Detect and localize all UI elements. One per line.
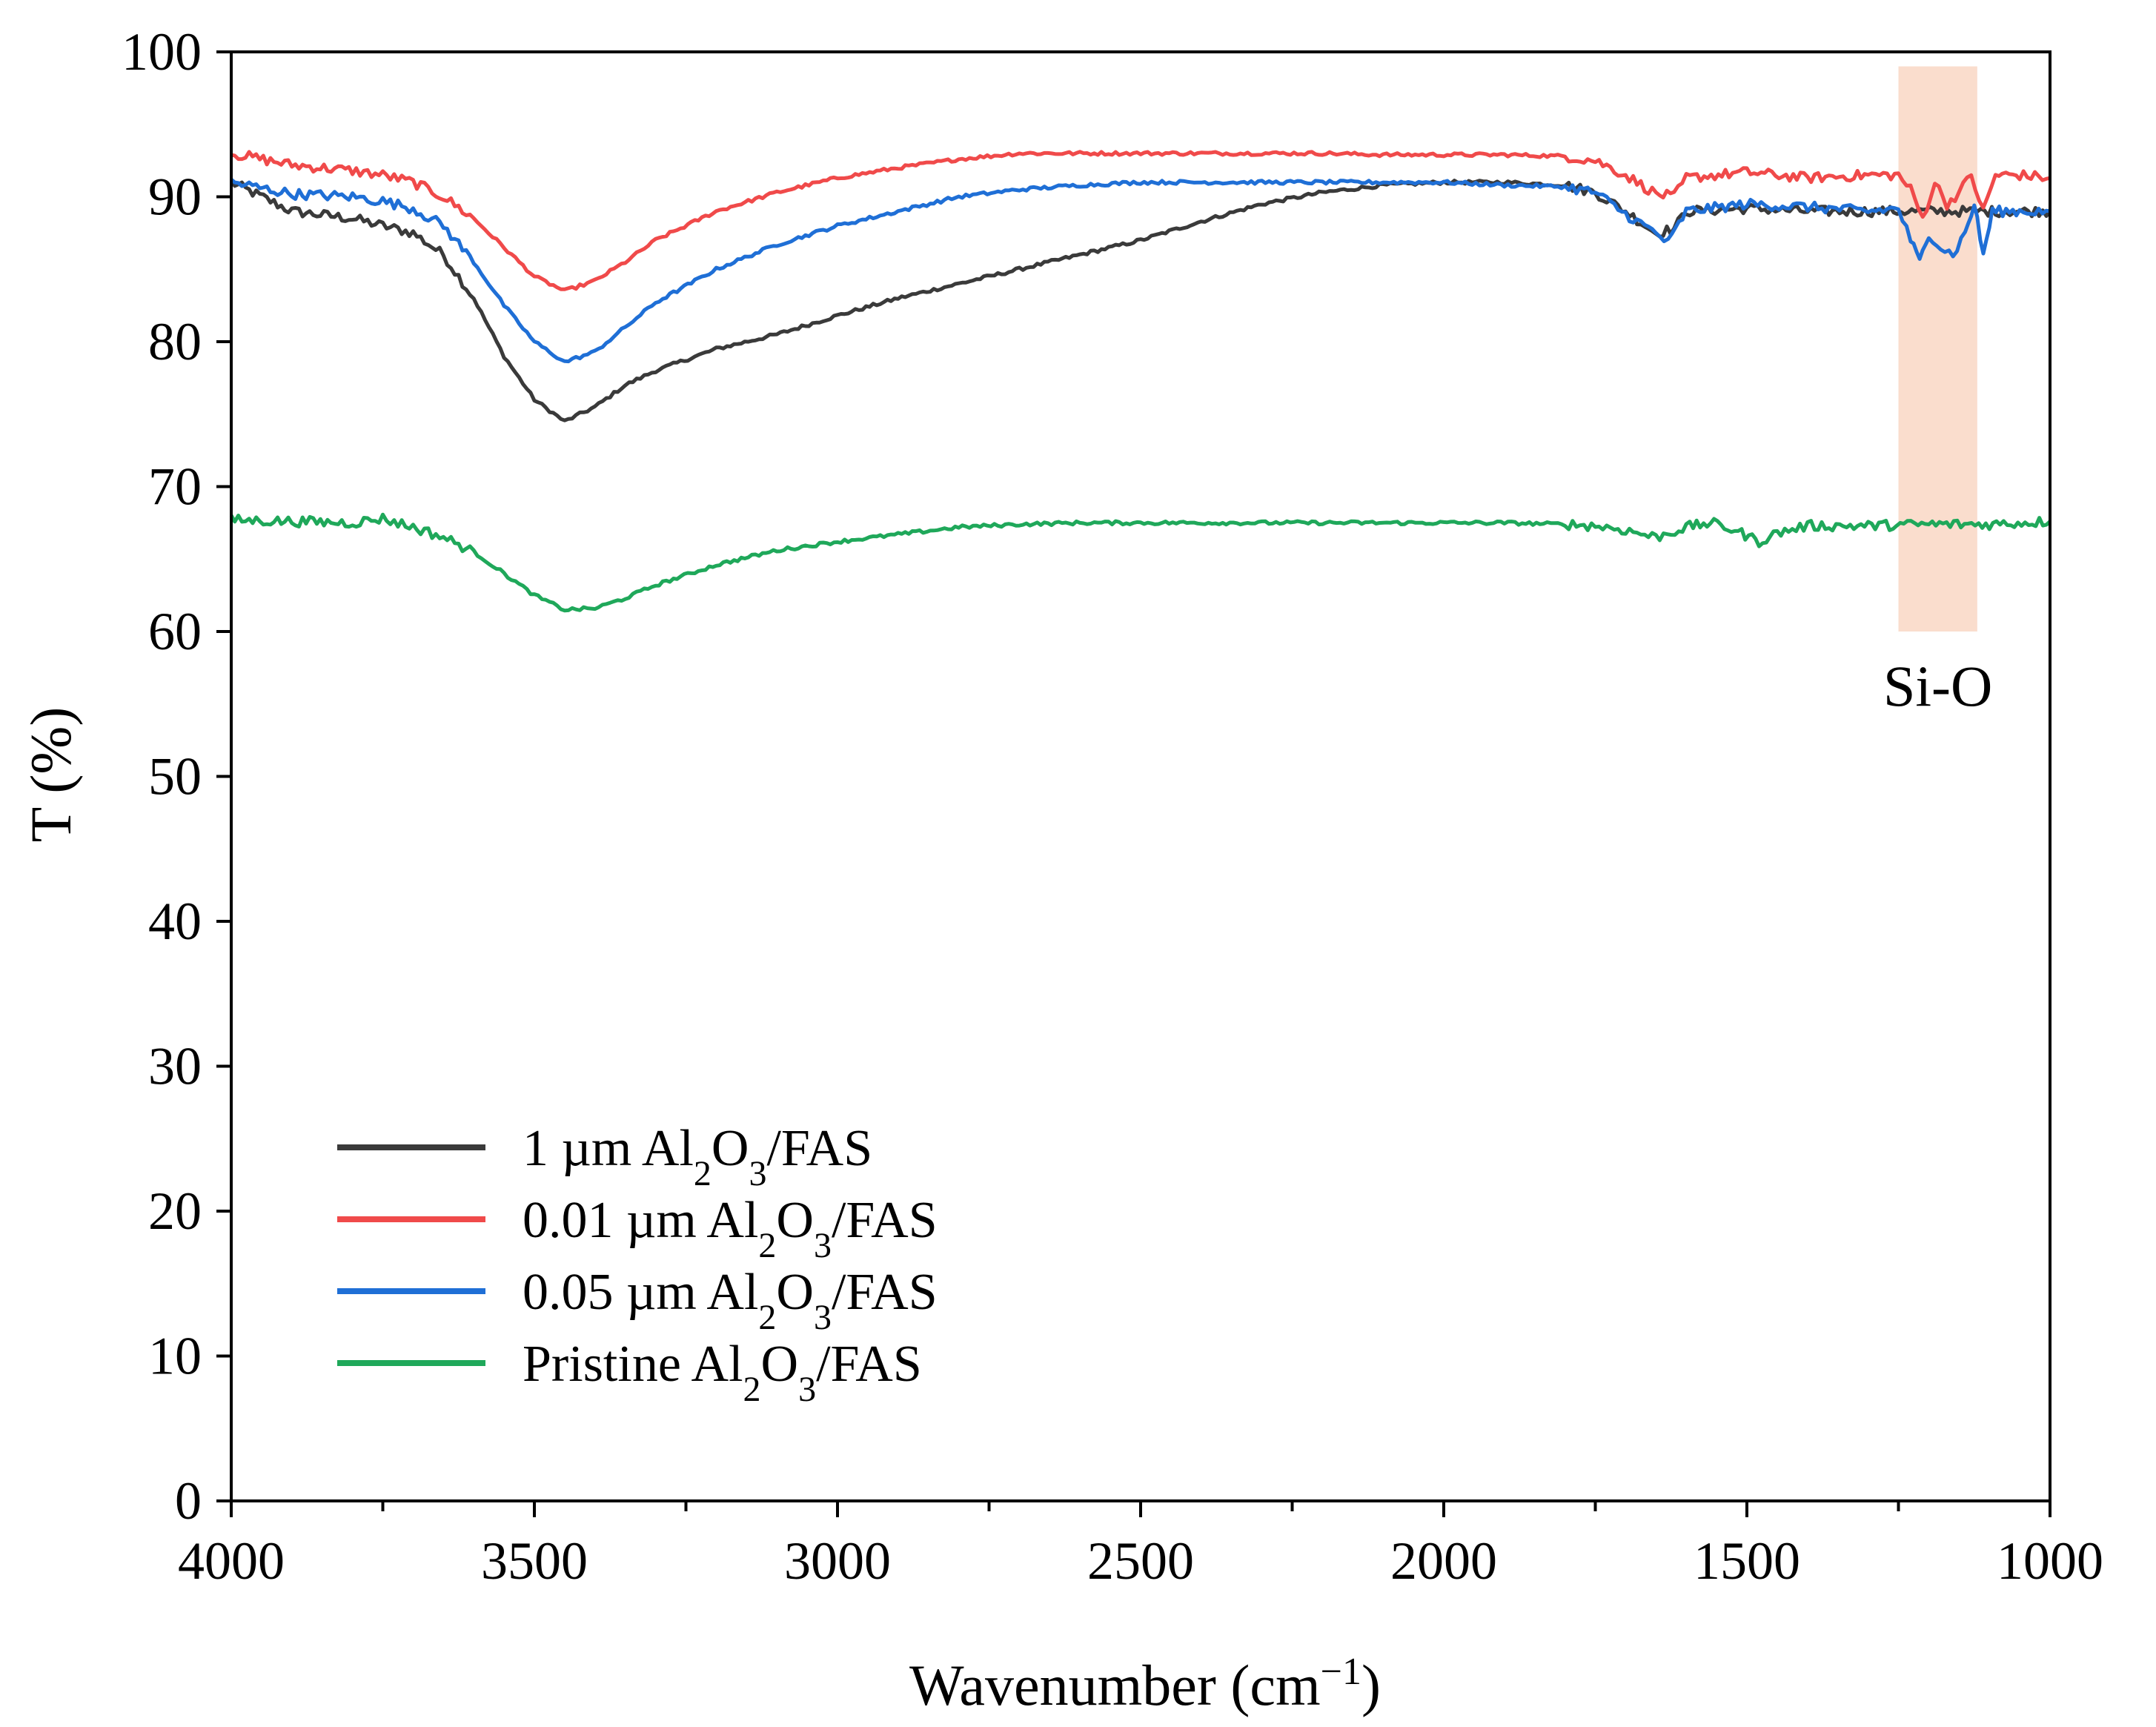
si-o-annotation: Si-O: [1883, 654, 1992, 718]
y-tick-label: 30: [148, 1037, 202, 1096]
legend-label: 0.05 µm Al2O3/FAS: [523, 1264, 938, 1337]
legend-label: Pristine Al2O3/FAS: [523, 1336, 922, 1409]
series-line-2: [230, 150, 2051, 291]
y-tick-label: 90: [148, 168, 202, 227]
x-tick-label: 3000: [784, 1531, 891, 1591]
x-axis-title: Wavenumber (cm−1): [909, 1651, 1381, 1718]
y-tick-label: 100: [122, 22, 202, 82]
ticks-group: [216, 50, 2051, 1517]
legend-label: 0.01 µm Al2O3/FAS: [523, 1192, 938, 1265]
x-axis-title-sup: −1: [1321, 1651, 1361, 1693]
x-tick-label: 1500: [1694, 1531, 1800, 1591]
y-tick-label: 40: [148, 892, 202, 951]
y-axis-title: T (%): [19, 707, 83, 843]
x-tick-labels: 4000 3500 3000 2500 2000 1500 1000: [178, 1531, 2103, 1591]
x-tick-label: 1000: [1997, 1531, 2103, 1591]
y-tick-label: 60: [148, 602, 202, 661]
x-axis-title-close: ): [1361, 1653, 1381, 1717]
y-tick-labels: 0 10 20 30 40 50 60 70 80 90 100: [122, 22, 202, 1531]
y-tick-label: 80: [148, 312, 202, 371]
series-line-4: [229, 512, 2051, 613]
si-o-highlight-band: [1898, 66, 1977, 632]
y-tick-label: 50: [148, 747, 202, 806]
legend-label: 1 µm Al2O3/FAS: [523, 1120, 872, 1193]
x-tick-label: 2000: [1390, 1531, 1497, 1591]
series-group: [229, 150, 2051, 613]
y-tick-label: 70: [148, 457, 202, 517]
x-axis-title-main: Wavenumber (cm: [909, 1653, 1321, 1717]
y-tick-label: 0: [175, 1471, 202, 1531]
x-tick-label: 3500: [481, 1531, 588, 1591]
x-tick-label: 2500: [1087, 1531, 1194, 1591]
y-tick-label: 10: [148, 1327, 202, 1386]
series-line-3: [230, 178, 2051, 364]
x-tick-label: 4000: [178, 1531, 285, 1591]
y-tick-label: 20: [148, 1181, 202, 1241]
